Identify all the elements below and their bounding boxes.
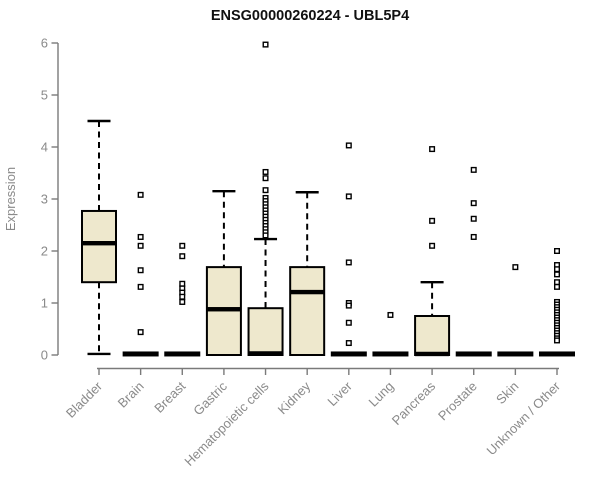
outlier-point <box>345 193 352 200</box>
outlier-point <box>179 280 186 287</box>
outlier-point <box>553 266 560 273</box>
box <box>81 209 117 284</box>
outlier-point <box>137 267 144 274</box>
y-tick-label: 4 <box>41 140 48 155</box>
x-tick-label-kidney: Kidney <box>275 378 314 417</box>
outlier-point <box>179 293 186 300</box>
x-tick-label-prostate: Prostate <box>435 379 480 424</box>
outlier-point <box>553 247 560 254</box>
boxplot-brain <box>122 191 159 357</box>
outlier-point <box>137 283 144 290</box>
boxplot-lung <box>372 311 409 357</box>
median-line <box>248 351 283 356</box>
outlier-point <box>262 168 269 175</box>
y-tick-label: 1 <box>41 296 48 311</box>
collapsed-box <box>372 351 409 357</box>
median-line <box>206 307 241 312</box>
x-tick-label-unknown-other: Unknown / Other <box>484 378 564 458</box>
outlier-point <box>137 242 144 249</box>
collapsed-box <box>497 351 534 357</box>
y-axis-label: Expression <box>3 167 18 231</box>
outlier-point <box>262 232 269 239</box>
outlier-point <box>345 259 352 266</box>
boxplot-prostate <box>455 166 492 357</box>
x-tick-label-brain: Brain <box>115 379 147 411</box>
box <box>289 266 326 356</box>
outlier-point <box>553 279 560 286</box>
y-tick-label: 6 <box>41 36 48 51</box>
outlier-point <box>512 264 519 271</box>
median-line <box>290 289 325 295</box>
median-line <box>415 351 450 357</box>
chart-title: ENSG00000260224 - UBL5P4 <box>211 8 409 24</box>
outlier-point <box>262 187 269 194</box>
box <box>247 307 284 357</box>
outlier-point <box>553 337 560 344</box>
boxplot-skin <box>497 264 534 357</box>
y-tick-label: 3 <box>41 192 48 207</box>
boxplot-hematopoietic-cells <box>247 41 284 357</box>
outlier-point <box>553 283 560 290</box>
boxplot-kidney <box>289 191 326 356</box>
boxplot-breast <box>164 242 201 357</box>
outlier-point <box>262 41 269 48</box>
y-tick-label: 0 <box>41 348 48 363</box>
boxplot-liver <box>330 142 367 357</box>
outlier-point <box>137 233 144 240</box>
boxplot-pancreas <box>414 146 451 357</box>
outlier-point <box>179 253 186 260</box>
outlier-point <box>470 200 477 207</box>
boxplot-marks-group <box>81 41 575 357</box>
collapsed-box <box>538 351 575 357</box>
y-tick-label: 2 <box>41 244 48 259</box>
outlier-point <box>345 340 352 347</box>
outlier-point <box>429 242 436 249</box>
boxplot-bladder <box>81 119 117 356</box>
outlier-point <box>429 146 436 153</box>
x-tick-label-lung: Lung <box>366 379 397 410</box>
boxplot-gastric <box>205 189 242 356</box>
y-tick-label: 5 <box>41 88 48 103</box>
outlier-point <box>470 233 477 240</box>
collapsed-box <box>122 351 159 357</box>
outlier-point <box>470 166 477 173</box>
outlier-point <box>429 217 436 224</box>
outlier-point <box>345 142 352 149</box>
x-tick-label-breast: Breast <box>151 378 188 415</box>
outlier-point <box>262 175 269 182</box>
outlier-point <box>179 298 186 305</box>
boxplot-unknown-other <box>538 247 575 357</box>
x-tick-label-bladder: Bladder <box>63 378 106 421</box>
collapsed-box <box>164 351 201 357</box>
x-tick-label-pancreas: Pancreas <box>389 378 439 428</box>
outlier-point <box>553 271 560 278</box>
outlier-point <box>137 329 144 336</box>
outlier-point <box>137 191 144 198</box>
x-tick-label-skin: Skin <box>493 379 521 407</box>
x-tick-label-liver: Liver <box>324 378 355 409</box>
collapsed-box <box>455 351 492 357</box>
collapsed-box <box>330 351 367 357</box>
box <box>414 315 451 356</box>
outlier-point <box>387 311 394 318</box>
median-line <box>82 241 116 246</box>
outlier-point <box>345 319 352 326</box>
outlier-point <box>470 215 477 222</box>
x-tick-label-gastric: Gastric <box>190 378 230 418</box>
outlier-point <box>179 242 186 249</box>
outlier-point <box>345 302 352 309</box>
